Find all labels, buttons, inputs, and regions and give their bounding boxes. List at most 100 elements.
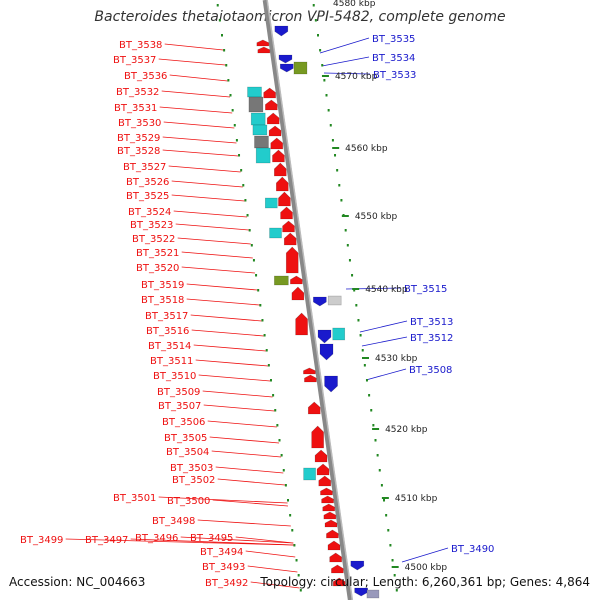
left-gene-label[interactable]: BT_3492 [205,578,248,589]
gene-labels[interactable]: BT_3538 BT_3537 BT_3536 BT_3532 BT_3531 BT_35… [20,34,494,589]
feature-box-olive[interactable] [274,275,289,286]
forward-gene-arrow[interactable] [263,87,276,99]
forward-gene-arrow[interactable] [275,176,289,192]
reverse-gene-arrow[interactable] [350,560,365,571]
forward-gene-arrow[interactable] [295,312,308,336]
forward-gene-arrow[interactable] [326,529,339,539]
forward-gene-arrow[interactable] [314,449,328,463]
reverse-gene-arrow[interactable] [354,587,368,597]
left-gene-label[interactable]: BT_3502 [172,475,215,486]
left-gene-label[interactable]: BT_3501 [113,493,156,504]
feature-box-cyan[interactable] [250,112,266,126]
left-gene-label[interactable]: BT_3497 [85,535,128,546]
left-gene-label[interactable]: BT_3503 [170,463,213,474]
reverse-gene-arrow[interactable] [319,343,334,361]
left-gene-label[interactable]: BT_3522 [132,234,175,245]
forward-gene-arrow[interactable] [291,286,305,301]
feature-box-olive[interactable] [293,61,308,75]
forward-gene-arrow[interactable] [331,564,344,574]
forward-gene-arrow[interactable] [257,46,271,54]
left-gene-label[interactable]: BT_3516 [146,326,189,337]
forward-gene-arrow[interactable] [282,220,295,233]
forward-gene-arrow[interactable] [265,99,278,111]
left-gene-label[interactable]: BT_3529 [117,133,160,144]
left-gene-label[interactable]: BT_3527 [123,162,166,173]
right-gene-label[interactable]: BT_3512 [410,333,453,344]
feature-box-cyan[interactable] [252,124,268,136]
left-gene-label[interactable]: BT_3518 [141,295,184,306]
feature-box-cyan[interactable] [247,86,262,98]
reverse-gene-arrow[interactable] [279,63,294,73]
right-gene-label[interactable]: BT_3508 [409,365,452,376]
left-gene-label[interactable]: BT_3500 [167,496,210,507]
right-gene-label[interactable]: BT_3535 [372,34,415,45]
left-gene-label[interactable]: BT_3493 [202,562,245,573]
left-gene-label[interactable]: BT_3521 [136,248,179,259]
left-gene-label[interactable]: BT_3537 [113,55,156,66]
forward-gene-arrow[interactable] [280,206,293,220]
forward-gene-arrow[interactable] [290,275,303,285]
forward-gene-arrow[interactable] [322,503,336,512]
forward-gene-arrow[interactable] [268,125,282,137]
gene-features[interactable] [247,25,380,599]
forward-gene-arrow[interactable] [278,191,291,207]
feature-box-cyan[interactable] [255,147,271,164]
forward-gene-arrow[interactable] [311,425,324,449]
left-gene-label[interactable]: BT_3499 [20,535,63,546]
right-gene-label[interactable]: BT_3533 [373,70,416,81]
left-gene-label[interactable]: BT_3532 [116,87,159,98]
feature-box-cyan[interactable] [303,467,316,481]
left-gene-label[interactable]: BT_3514 [148,341,191,352]
right-gene-label[interactable]: BT_3534 [372,53,415,64]
forward-gene-arrow[interactable] [270,137,284,150]
forward-gene-arrow[interactable] [332,577,346,587]
forward-gene-arrow[interactable] [285,246,299,274]
left-gene-label[interactable]: BT_3496 [135,533,178,544]
forward-gene-arrow[interactable] [318,475,332,487]
left-gene-label[interactable]: BT_3525 [126,191,169,202]
left-gene-label[interactable]: BT_3510 [153,371,196,382]
left-gene-label[interactable]: BT_3519 [141,280,184,291]
forward-gene-arrow[interactable] [274,162,287,177]
left-gene-label[interactable]: BT_3517 [145,311,188,322]
feature-box-gray[interactable] [248,96,264,113]
left-gene-label[interactable]: BT_3495 [190,533,233,544]
feature-box-gray[interactable] [254,135,269,149]
reverse-gene-arrow[interactable] [317,329,332,344]
left-gene-label[interactable]: BT_3528 [117,146,160,157]
forward-gene-arrow[interactable] [283,232,297,246]
right-gene-label[interactable]: BT_3490 [451,544,494,555]
forward-gene-arrow[interactable] [266,112,280,125]
left-gene-label[interactable]: BT_3507 [158,401,201,412]
left-gene-label[interactable]: BT_3506 [162,417,205,428]
forward-gene-arrow[interactable] [304,374,317,383]
forward-gene-arrow[interactable] [329,552,342,563]
feature-box-cyan[interactable] [264,197,278,209]
left-gene-label[interactable]: BT_3531 [114,103,157,114]
forward-gene-arrow[interactable] [307,401,321,415]
left-gene-label[interactable]: BT_3526 [126,177,169,188]
left-gene-label[interactable]: BT_3498 [152,516,195,527]
left-gene-label[interactable]: BT_3504 [166,447,209,458]
feature-box-cyan[interactable] [269,227,282,239]
feature-box-lavender[interactable] [366,589,380,599]
left-gene-label[interactable]: BT_3509 [157,387,200,398]
left-gene-label[interactable]: BT_3505 [164,433,207,444]
reverse-gene-arrow[interactable] [324,375,338,393]
forward-gene-arrow[interactable] [272,149,285,163]
forward-gene-arrow[interactable] [303,367,316,375]
forward-gene-arrow[interactable] [321,495,334,504]
left-gene-label[interactable]: BT_3523 [130,220,173,231]
left-gene-label[interactable]: BT_3524 [128,207,171,218]
left-gene-label[interactable]: BT_3530 [118,118,161,129]
left-gene-label[interactable]: BT_3520 [136,263,179,274]
feature-box-light-gray[interactable] [327,295,342,306]
forward-gene-arrow[interactable] [324,519,338,528]
left-gene-label[interactable]: BT_3536 [124,71,167,82]
right-gene-label[interactable]: BT_3515 [404,284,447,295]
forward-gene-arrow[interactable] [320,487,333,496]
forward-gene-arrow[interactable] [327,540,341,551]
forward-gene-arrow[interactable] [256,39,270,47]
feature-box-cyan[interactable] [332,327,346,341]
